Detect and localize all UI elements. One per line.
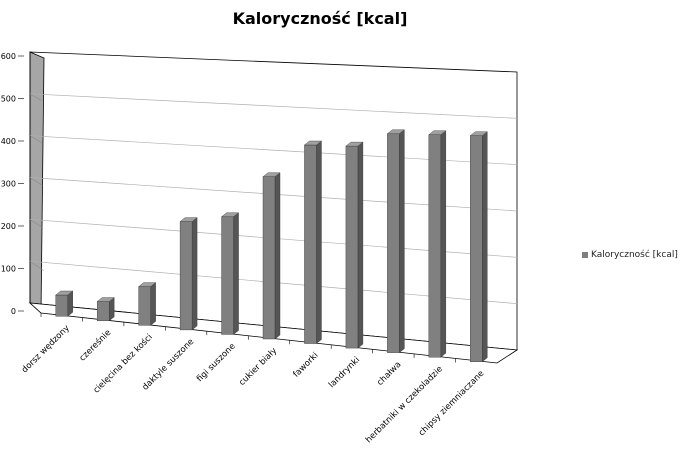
bar-side [316,140,322,344]
legend-label: Kaloryczność [kcal] [591,250,678,260]
bar-top [179,217,198,222]
bar-top [428,130,447,135]
bar [345,145,359,349]
bar-side [191,217,198,331]
y-tick-label: 600 [1,52,16,61]
bar-top [96,297,115,302]
bar-top [386,129,405,134]
bar-side [357,141,364,349]
bar [138,286,151,326]
bar-top [345,141,364,147]
side-gridline [29,93,42,101]
legend: Kaloryczność [kcal] [582,250,678,260]
bar-top [262,172,281,177]
bar [262,176,276,340]
x-tick-label: dorsz wędzony [20,323,72,375]
side-gridline [29,177,43,186]
y-tick-label: 100 [1,265,16,274]
x-tick-label: czereśnie [77,327,113,363]
bar [96,301,110,322]
bar-side [399,129,405,354]
y-tick-label: 300 [1,180,16,189]
bar [428,134,442,358]
bar-side [233,212,239,335]
y-tick-label: 500 [1,95,16,104]
x-tick-label: herbatniki w czekoladzie [364,364,445,445]
chart-title: Kaloryczność [kcal] [232,9,408,28]
side-gridline [29,260,44,271]
side-wall [29,51,45,314]
bar-side [482,131,488,363]
y-tick-label: 400 [1,137,16,146]
bar [55,294,68,317]
side-gridline [29,219,44,229]
x-tick-label: figi suszone [195,342,238,385]
legend-swatch [582,251,588,258]
bar-side [150,282,156,326]
bar [470,135,483,362]
bar [179,221,193,331]
x-tick-label: faworki [291,351,320,380]
bar [387,133,400,353]
y-tick-label: 0 [11,307,16,316]
x-tick-label: cukier biały [237,346,279,388]
bar [221,216,234,335]
bar [304,144,317,344]
x-tick-label: landrynki [327,355,362,390]
gridline [29,93,518,119]
y-tick-label: 200 [1,222,16,231]
bar-side [440,130,447,358]
bar-top [469,131,488,136]
bar-side [67,290,73,317]
side-gridline [29,135,43,144]
bar-top [220,212,240,217]
bar-side [274,172,281,340]
bar-top [303,140,323,146]
bar-top [55,290,74,296]
x-tick-label: chałwa [375,360,403,388]
bar-top [138,282,157,287]
